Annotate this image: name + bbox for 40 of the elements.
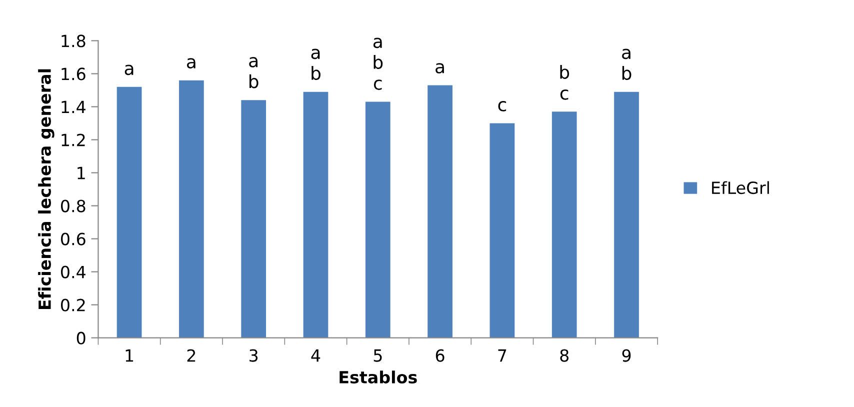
y-tick-label: 1.2 xyxy=(62,134,85,146)
x-tick-label: 4 xyxy=(311,349,320,362)
x-axis-title: Establos xyxy=(340,370,417,384)
y-tick-label: 0.6 xyxy=(61,232,86,246)
bar xyxy=(116,86,142,338)
x-tick-label: 3 xyxy=(250,349,258,362)
annotation: a b xyxy=(249,57,258,88)
bar xyxy=(490,123,515,338)
annotation: a xyxy=(186,58,196,68)
annotation: a b xyxy=(311,48,320,80)
legend-label: EfLeGrl xyxy=(712,181,769,194)
y-tick-label: 0.4 xyxy=(61,266,86,278)
bar xyxy=(179,80,204,338)
bar xyxy=(241,100,266,338)
y-tick-label: 0.2 xyxy=(61,298,85,312)
y-tick-label: 1.4 xyxy=(62,100,86,114)
x-tick-label: 7 xyxy=(498,349,506,362)
annotation: b c xyxy=(560,64,570,100)
y-tick-label: 0.8 xyxy=(61,200,86,212)
x-tick-label: 2 xyxy=(187,349,196,362)
bar xyxy=(303,92,328,338)
y-tick-label: 1.6 xyxy=(62,68,86,80)
y-tick-label: 1 xyxy=(78,166,85,180)
annotation: a xyxy=(124,64,134,76)
bar xyxy=(365,102,390,338)
annotation: a b c xyxy=(373,38,383,90)
x-tick-label: 5 xyxy=(374,349,382,362)
x-tick-label: 9 xyxy=(622,349,631,362)
y-axis-title: Eficiencia lechera general xyxy=(38,69,54,310)
annotation: a xyxy=(436,63,444,74)
annotation: c xyxy=(498,101,506,112)
bar xyxy=(614,92,639,338)
x-tick-label: 8 xyxy=(560,349,569,362)
x-tick-label: 6 xyxy=(436,349,444,362)
y-tick-label: 0 xyxy=(76,332,86,344)
y-tick-label: 1.8 xyxy=(62,34,86,48)
annotation: a b xyxy=(622,48,632,80)
x-tick-label: 1 xyxy=(126,349,134,362)
bar xyxy=(428,85,452,338)
bar xyxy=(552,112,577,338)
